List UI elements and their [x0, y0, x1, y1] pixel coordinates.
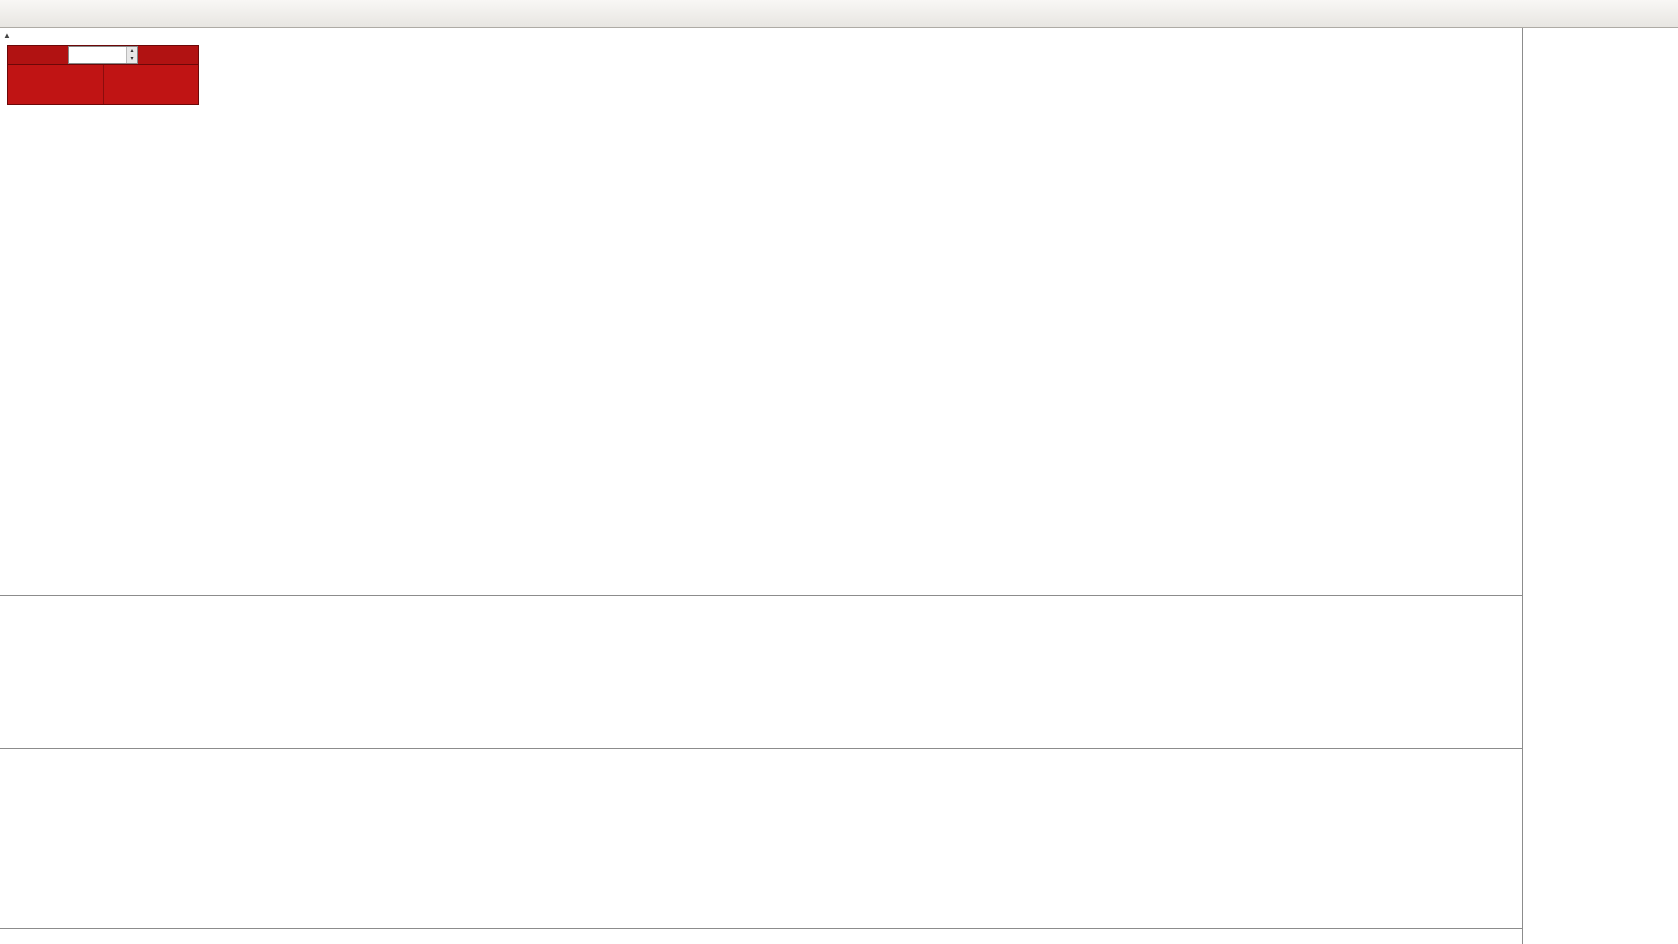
main-chart-pane: ▲ ▴ ▾ — [0, 28, 1522, 595]
price-chart[interactable] — [0, 28, 1522, 595]
macd-title — [4, 599, 22, 611]
macd-separator[interactable] — [0, 595, 1678, 596]
volume-up-icon[interactable]: ▴ — [127, 47, 137, 55]
rsi-separator[interactable] — [0, 748, 1678, 749]
toolbar — [0, 0, 1678, 28]
oct-toggle-icon[interactable]: ▲ — [3, 31, 11, 40]
buy-header[interactable] — [138, 46, 198, 64]
chart-title — [15, 31, 24, 43]
buy-button[interactable] — [103, 65, 198, 104]
sell-button[interactable] — [8, 65, 104, 104]
volume-field[interactable]: ▴ ▾ — [68, 46, 138, 64]
one-click-trading-panel: ▴ ▾ — [7, 45, 199, 105]
macd-chart[interactable] — [0, 596, 1522, 748]
macd-pane — [0, 596, 1522, 748]
rsi-chart[interactable] — [0, 749, 1522, 928]
price-axis[interactable] — [1522, 28, 1678, 944]
sell-header[interactable] — [8, 46, 68, 64]
volume-down-icon[interactable]: ▾ — [127, 55, 137, 63]
date-axis[interactable] — [0, 929, 1522, 944]
rsi-title — [4, 752, 16, 764]
volume-spinner: ▴ ▾ — [126, 47, 137, 63]
date-axis-separator — [0, 928, 1678, 929]
rsi-pane — [0, 749, 1522, 928]
